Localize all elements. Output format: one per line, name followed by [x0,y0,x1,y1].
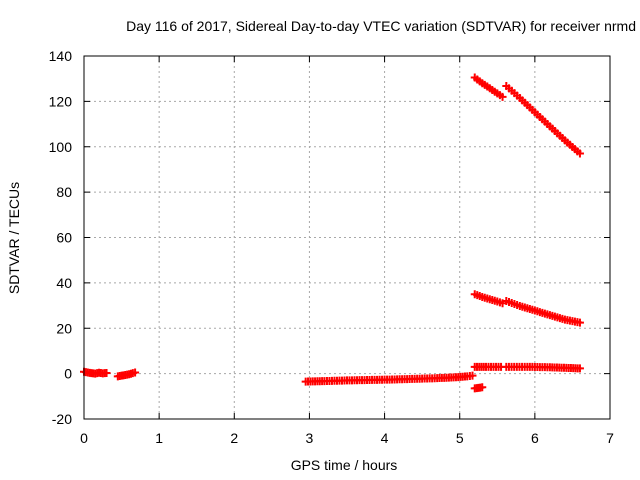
x-tick-label: 5 [456,430,464,446]
grid [84,56,610,419]
data-point [575,364,584,373]
y-tick-label: -20 [52,411,72,427]
x-tick-label: 6 [531,430,539,446]
y-tick-label: 20 [56,320,72,336]
data-point [131,368,140,377]
data-point [478,383,487,392]
data-point [498,92,507,101]
x-tick-label: 7 [606,430,614,446]
chart-title: Day 116 of 2017, Sidereal Day-to-day VTE… [126,18,636,34]
x-tick-label: 4 [381,430,389,446]
x-tick-label: 0 [80,430,88,446]
data-series [502,362,584,373]
data-point [468,371,477,380]
data-point [575,149,584,158]
data-series [113,368,140,381]
y-tick-label: 120 [49,93,73,109]
data-points [80,73,584,393]
plot-frame [83,55,611,420]
data-series [470,383,487,393]
data-series [80,367,111,378]
data-series [301,371,477,386]
y-axis-label: SDTVAR / TECUs [6,182,22,294]
x-tick-label: 2 [230,430,238,446]
y-tick-label: 100 [49,139,73,155]
x-axis-label: GPS time / hours [291,457,398,473]
data-series [502,297,584,327]
data-series [470,290,507,308]
y-tick-label: 60 [56,230,72,246]
tick-labels: 0 1 2 3 4 5 6 7 -20 0 20 40 60 80 100 120 140 [49,48,614,446]
x-tick-label: 3 [306,430,314,446]
x-tick-label: 1 [155,430,163,446]
data-point [575,318,584,327]
data-series [502,81,584,158]
y-tick-label: 40 [56,275,72,291]
y-tick-label: 140 [49,48,73,64]
data-point [102,368,111,377]
y-tick-label: 80 [56,184,72,200]
y-tick-label: 0 [64,366,72,382]
data-series [470,73,507,101]
data-series [470,362,506,371]
